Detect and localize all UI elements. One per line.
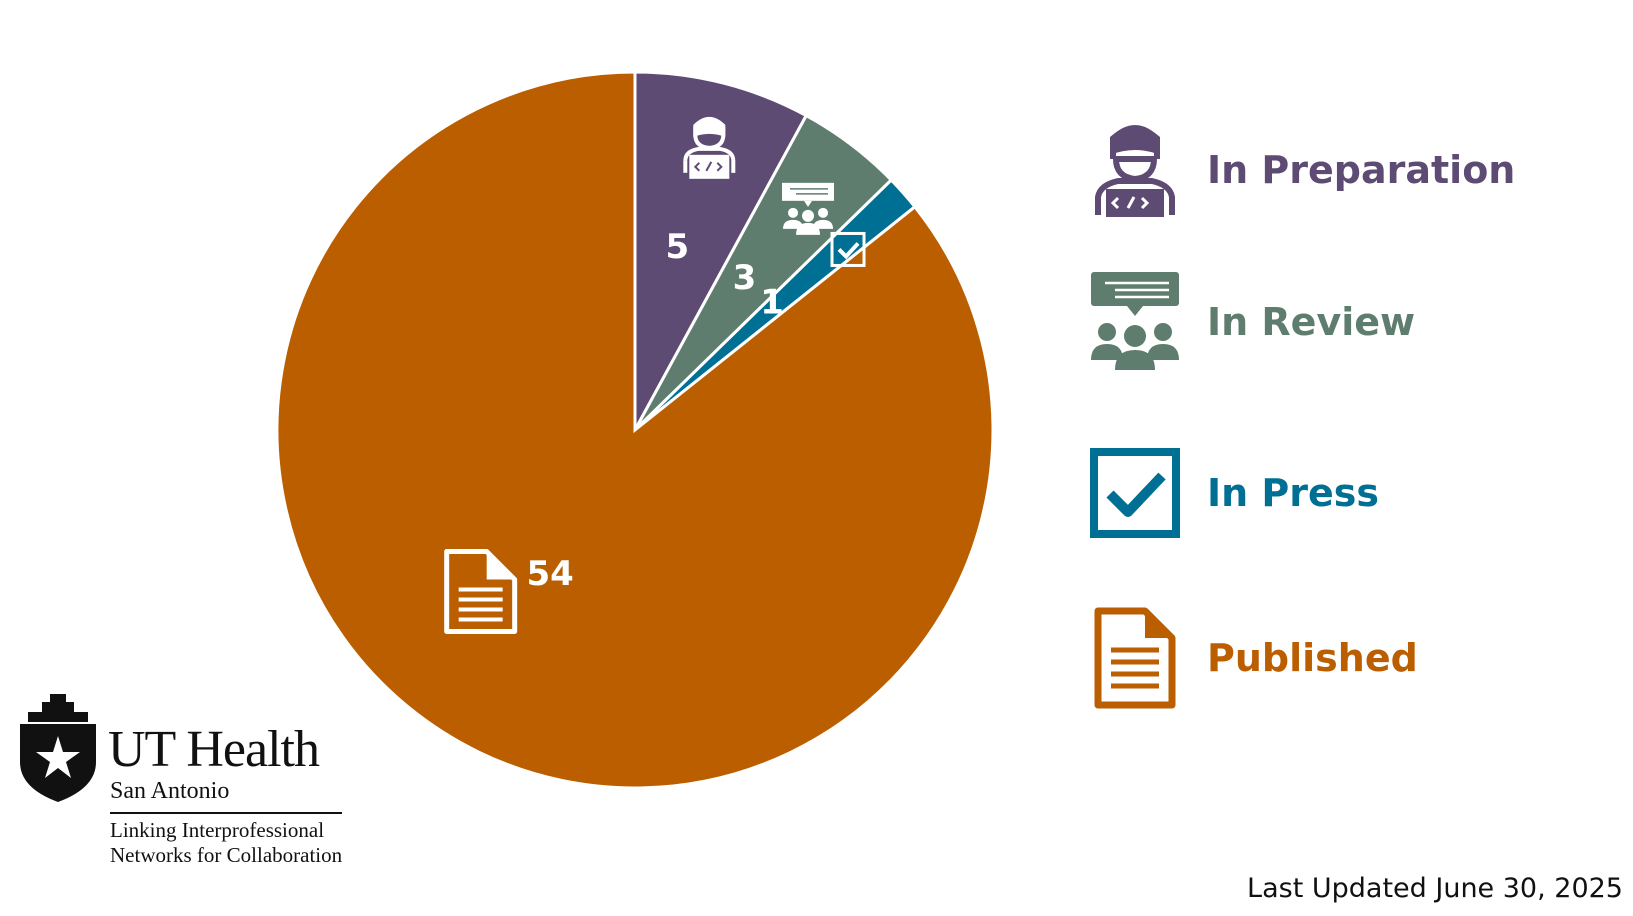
legend-item-in-press: In Press — [1085, 438, 1605, 548]
ut-health-logo: UT Health San Antonio Linking Interprofe… — [18, 694, 358, 902]
slice-document-icon — [444, 549, 518, 635]
legend-label-in-review: In Review — [1207, 300, 1416, 344]
slice-person-laptop-icon — [683, 116, 736, 179]
logo-campus: San Antonio — [110, 778, 230, 804]
logo-tagline-line-2: Networks for Collaboration — [110, 843, 343, 867]
legend-item-published: Published — [1085, 603, 1605, 713]
slice-value-in-preparation: 5 — [665, 227, 689, 267]
document-icon — [1085, 603, 1185, 713]
group-discussion-icon — [1085, 267, 1185, 377]
legend-item-in-review: In Review — [1085, 267, 1605, 377]
legend-label-in-press: In Press — [1207, 471, 1380, 515]
slice-group-discussion-icon — [782, 182, 835, 235]
pie-slice-in-preparation — [633, 70, 809, 431]
logo-divider — [110, 812, 342, 814]
legend-item-in-preparation: In Preparation — [1085, 115, 1605, 225]
slice-value-in-press: 1 — [760, 283, 784, 323]
logo-name: UT Health — [108, 721, 320, 778]
slice-value-in-review: 3 — [733, 258, 757, 298]
slice-checkbox-icon — [830, 231, 866, 267]
logo-tagline-line-1: Linking Interprofessional — [110, 818, 325, 842]
checkbox-icon — [1085, 438, 1185, 548]
legend-label-published: Published — [1207, 636, 1418, 680]
pie-slice-published — [275, 70, 995, 790]
logo-tagline: Linking Interprofessional Networks for C… — [110, 818, 370, 868]
slice-value-published: 54 — [526, 554, 573, 594]
legend-label-in-preparation: In Preparation — [1207, 148, 1516, 192]
shield-star-icon — [20, 694, 96, 802]
person-laptop-icon — [1085, 115, 1185, 225]
last-updated: Last Updated June 30, 2025 — [1247, 873, 1623, 904]
